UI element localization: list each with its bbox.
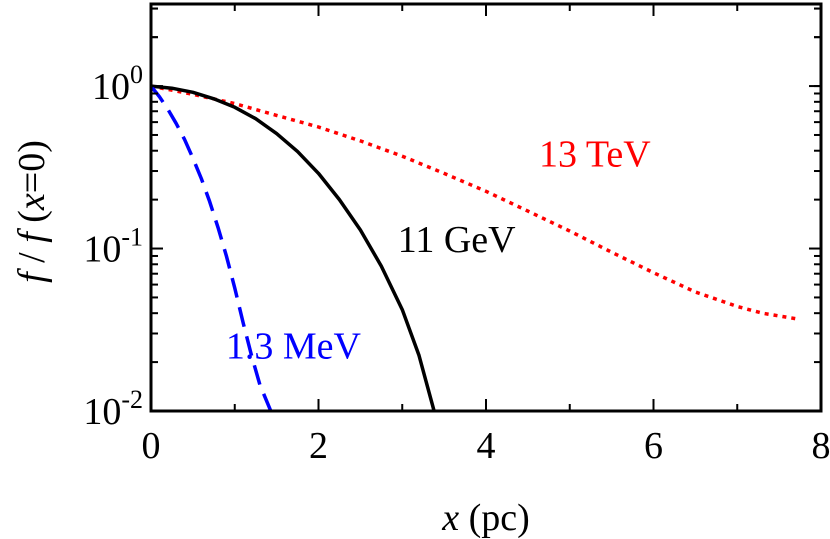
series-label-1: 11 GeV	[398, 219, 516, 261]
x-axis-label-unit: (pc)	[459, 497, 530, 539]
y-tick-exponent: -2	[121, 385, 143, 414]
x-tick-label: 4	[477, 425, 496, 467]
series-line-0	[151, 84, 797, 321]
y-axis-label-sep: /	[11, 243, 53, 273]
y-tick-label: 10-2	[83, 385, 143, 433]
series-line-2	[151, 85, 273, 411]
y-tick-label: 10-1	[83, 223, 143, 271]
y-axis-label-open: (	[11, 210, 53, 232]
series-label-2: 1.3 MeV	[226, 326, 362, 368]
series-line-1	[151, 84, 436, 411]
y-tick-base: 10	[92, 66, 130, 108]
curves-layer	[151, 84, 797, 411]
y-tick-exponent: 0	[130, 60, 143, 89]
series-label-0: 13 TeV	[539, 133, 651, 175]
y-axis-label: f / f (x=0)	[11, 140, 53, 283]
y-axis-label-x: x	[11, 193, 53, 211]
ticks-layer	[150, 4, 822, 412]
y-tick-base: 10	[83, 391, 121, 433]
x-tick-label: 0	[142, 425, 161, 467]
x-tick-label: 2	[309, 425, 328, 467]
y-tick-label: 100	[92, 60, 143, 108]
x-tick-label: 8	[812, 425, 830, 467]
y-axis-label-eq: =0)	[11, 140, 53, 193]
x-axis-label: x (pc)	[441, 497, 530, 539]
x-axis-label-var: x	[441, 497, 459, 539]
y-tick-exponent: -1	[121, 223, 143, 252]
y-tick-base: 10	[83, 229, 121, 271]
x-tick-label: 6	[644, 425, 663, 467]
